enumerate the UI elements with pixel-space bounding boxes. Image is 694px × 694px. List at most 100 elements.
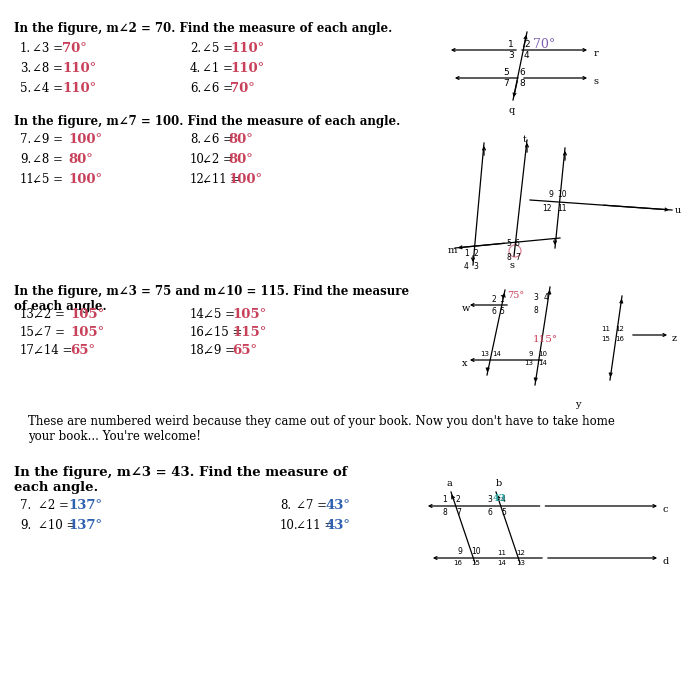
Text: y: y xyxy=(575,400,580,409)
Text: 14: 14 xyxy=(492,351,501,357)
Text: 5: 5 xyxy=(503,68,509,77)
Text: c: c xyxy=(663,505,668,514)
Text: a: a xyxy=(447,479,452,488)
Text: b: b xyxy=(496,479,502,488)
Text: 6: 6 xyxy=(515,239,520,248)
Text: ∠7 =: ∠7 = xyxy=(296,499,327,512)
Text: z: z xyxy=(672,334,677,343)
Text: m: m xyxy=(448,246,457,255)
Text: ∠5 =: ∠5 = xyxy=(32,173,63,186)
Text: 11: 11 xyxy=(557,204,566,213)
Text: 137°: 137° xyxy=(68,519,102,532)
Text: 1: 1 xyxy=(508,40,514,49)
Text: 110°: 110° xyxy=(62,62,96,75)
Text: ∠8 =: ∠8 = xyxy=(32,62,63,75)
Text: 9.: 9. xyxy=(20,153,31,166)
Text: In the figure, m∠2 = 70. Find the measure of each angle.: In the figure, m∠2 = 70. Find the measur… xyxy=(14,22,392,35)
Text: 14: 14 xyxy=(538,360,547,366)
Text: 5: 5 xyxy=(501,508,506,517)
Text: 9: 9 xyxy=(529,351,533,357)
Text: ∠15 =: ∠15 = xyxy=(204,326,242,339)
Text: 115°: 115° xyxy=(232,326,266,339)
Text: 12: 12 xyxy=(543,204,552,213)
Text: s: s xyxy=(594,76,599,85)
Text: ∠11 =: ∠11 = xyxy=(202,173,240,186)
Text: ∠14 =: ∠14 = xyxy=(34,344,72,357)
Text: 8.: 8. xyxy=(280,499,291,512)
Text: 11.: 11. xyxy=(20,173,38,186)
Text: 8.: 8. xyxy=(190,133,201,146)
Text: 80°: 80° xyxy=(68,153,93,166)
Text: ∠6 =: ∠6 = xyxy=(202,82,233,95)
Text: 14.: 14. xyxy=(190,308,209,321)
Text: 105°: 105° xyxy=(232,308,266,321)
Text: 14: 14 xyxy=(497,560,506,566)
Text: ∠6 =: ∠6 = xyxy=(202,133,233,146)
Text: 137°: 137° xyxy=(68,499,102,512)
Text: ∠5 =: ∠5 = xyxy=(202,42,233,55)
Text: 75°: 75° xyxy=(507,291,524,300)
Text: 105°: 105° xyxy=(70,326,104,339)
Text: 12.: 12. xyxy=(190,173,208,186)
Text: 105°: 105° xyxy=(70,308,104,321)
Text: 18.: 18. xyxy=(190,344,208,357)
Text: 11: 11 xyxy=(497,550,506,556)
Text: 16: 16 xyxy=(453,560,462,566)
Text: 4: 4 xyxy=(524,51,530,60)
Text: 43°: 43° xyxy=(326,499,351,512)
Text: 10.: 10. xyxy=(190,153,209,166)
Text: 65°: 65° xyxy=(70,344,95,357)
Text: 3: 3 xyxy=(533,293,538,302)
Text: 70°: 70° xyxy=(230,82,255,95)
Text: 13: 13 xyxy=(516,560,525,566)
Text: 2: 2 xyxy=(524,40,530,49)
Text: ∠2 =: ∠2 = xyxy=(202,153,233,166)
Text: 3: 3 xyxy=(487,495,492,504)
Text: 3: 3 xyxy=(473,262,478,271)
Text: s: s xyxy=(510,260,515,269)
Text: ∠11 =: ∠11 = xyxy=(296,519,335,532)
Text: 9.: 9. xyxy=(20,519,31,532)
Text: 4: 4 xyxy=(501,495,506,504)
Text: ∠5 =: ∠5 = xyxy=(204,308,235,321)
Text: 6: 6 xyxy=(519,68,525,77)
Text: 5.: 5. xyxy=(20,82,31,95)
Text: ∠10 =: ∠10 = xyxy=(38,519,76,532)
Text: 43°: 43° xyxy=(326,519,351,532)
Text: 100°: 100° xyxy=(68,173,102,186)
Text: 1: 1 xyxy=(499,295,504,304)
Text: 70°: 70° xyxy=(533,38,555,51)
Text: 7: 7 xyxy=(515,253,520,262)
Text: 2: 2 xyxy=(456,495,461,504)
Text: 10: 10 xyxy=(471,547,481,556)
Text: 10: 10 xyxy=(538,351,547,357)
Text: 7.: 7. xyxy=(20,133,31,146)
Text: 7.: 7. xyxy=(20,499,31,512)
Text: 10: 10 xyxy=(557,190,566,199)
Text: 8: 8 xyxy=(506,253,511,262)
Text: 13: 13 xyxy=(480,351,489,357)
Text: x: x xyxy=(462,359,468,368)
Text: 15: 15 xyxy=(601,336,610,342)
Text: 1: 1 xyxy=(464,249,469,258)
Text: 3.: 3. xyxy=(20,62,31,75)
Text: 100°: 100° xyxy=(68,133,102,146)
Text: In the figure, m∠3 = 75 and m∠10 = 115. Find the measure
of each angle.: In the figure, m∠3 = 75 and m∠10 = 115. … xyxy=(14,285,409,313)
Text: 13.: 13. xyxy=(20,308,39,321)
Text: 115°: 115° xyxy=(533,335,558,344)
Text: 6: 6 xyxy=(487,508,492,517)
Text: 1.: 1. xyxy=(20,42,31,55)
Text: q: q xyxy=(509,106,515,115)
Text: u: u xyxy=(675,205,682,214)
Text: ∠2 =: ∠2 = xyxy=(34,308,65,321)
Text: ∠3 =: ∠3 = xyxy=(32,42,63,55)
Text: 6: 6 xyxy=(491,307,496,316)
Text: ∠1 =: ∠1 = xyxy=(202,62,233,75)
Text: 65°: 65° xyxy=(232,344,257,357)
Text: 70°: 70° xyxy=(62,42,87,55)
Text: 8: 8 xyxy=(533,306,538,315)
Text: 16: 16 xyxy=(615,336,624,342)
Text: 110°: 110° xyxy=(230,62,264,75)
Text: 15: 15 xyxy=(471,560,480,566)
Text: In the figure, m∠7 = 100. Find the measure of each angle.: In the figure, m∠7 = 100. Find the measu… xyxy=(14,115,400,128)
